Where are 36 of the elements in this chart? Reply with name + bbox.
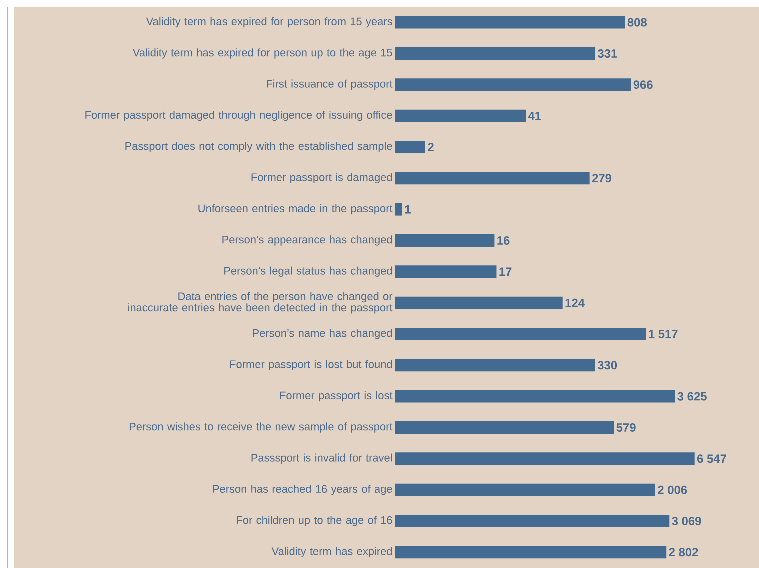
- y-tick-label: For children up to the age of 16: [237, 516, 392, 526]
- data-label: 279: [592, 174, 612, 183]
- data-label: 2 006: [658, 486, 688, 494]
- y-tick-label: Validity term has expired: [272, 547, 392, 558]
- data-label: 579: [616, 424, 636, 432]
- data-label: 1: [405, 205, 411, 214]
- data-label: 41: [528, 112, 542, 120]
- data-label: 1 517: [649, 330, 678, 338]
- y-tick-label: Passport does not comply with the established sample: [126, 142, 392, 152]
- y-tick-label: Unforseen entries made in the passport: [198, 204, 393, 215]
- data-label: 331: [598, 50, 618, 58]
- y-tick-label: Former passport is lost but found: [230, 360, 392, 371]
- y-tick-label: Passsport is invalid for travel: [252, 454, 392, 464]
- data-label: 2 802: [669, 548, 698, 557]
- data-label: 17: [500, 268, 512, 276]
- data-label: 3 625: [678, 392, 707, 401]
- y-tick-label: Former passport is lost: [280, 391, 393, 402]
- data-label: 808: [628, 18, 647, 27]
- data-label: 6 547: [697, 454, 726, 464]
- data-label: 2: [428, 143, 434, 152]
- y-tick-label: Validity term has expired for person from 15 years: [146, 17, 392, 28]
- y-tick-label: Person’s name has changed: [253, 329, 392, 340]
- y-tick-label: Former passport is damaged: [252, 173, 392, 184]
- data-label: 124: [566, 298, 585, 308]
- y-tick-label: Person’s appearance has changed: [222, 236, 392, 246]
- y-tick-label: Person has reached 16 years of age: [213, 484, 392, 496]
- y-tick-label: Validity term has expired for person up to the age 15: [132, 48, 392, 59]
- y-tick-label: First issuance of passport: [267, 80, 393, 90]
- data-label: 16: [498, 236, 510, 245]
- y-tick-label: Person’s legal status has changed: [224, 266, 392, 278]
- y-tick-label: Person wishes to receive the new sample of passport: [130, 422, 393, 433]
- data-label: 3 069: [672, 517, 702, 526]
- data-label: 330: [598, 361, 618, 370]
- y-tick-label: Former passport damaged through negligence of issuing office: [86, 110, 392, 122]
- data-label: 966: [634, 80, 653, 90]
- y-tick-label: Data entries of the person have changed or inaccurate entries have been detected in the passport: [128, 292, 393, 314]
